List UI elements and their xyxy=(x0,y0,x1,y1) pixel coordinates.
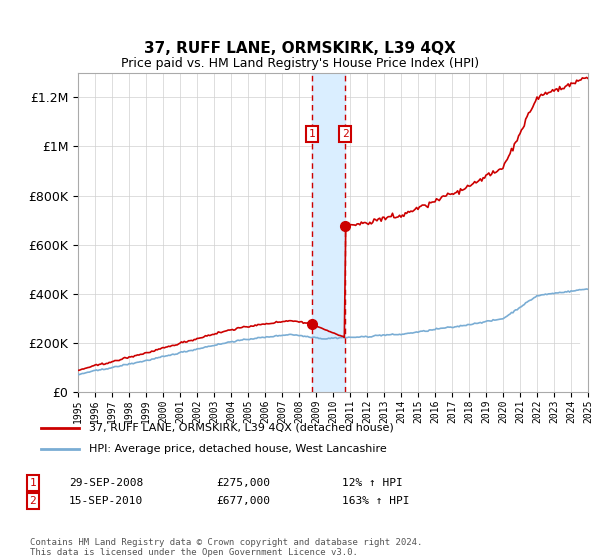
Text: 2: 2 xyxy=(29,496,37,506)
Text: £275,000: £275,000 xyxy=(216,478,270,488)
Text: 37, RUFF LANE, ORMSKIRK, L39 4QX (detached house): 37, RUFF LANE, ORMSKIRK, L39 4QX (detach… xyxy=(89,423,394,433)
Text: 29-SEP-2008: 29-SEP-2008 xyxy=(69,478,143,488)
Bar xyxy=(580,73,588,392)
Text: 12% ↑ HPI: 12% ↑ HPI xyxy=(342,478,403,488)
Text: Contains HM Land Registry data © Crown copyright and database right 2024.
This d: Contains HM Land Registry data © Crown c… xyxy=(30,538,422,557)
Text: Price paid vs. HM Land Registry's House Price Index (HPI): Price paid vs. HM Land Registry's House … xyxy=(121,57,479,70)
Text: £677,000: £677,000 xyxy=(216,496,270,506)
Text: 163% ↑ HPI: 163% ↑ HPI xyxy=(342,496,409,506)
Text: 1: 1 xyxy=(29,478,37,488)
Text: 2: 2 xyxy=(341,129,349,139)
Text: 1: 1 xyxy=(308,129,315,139)
Text: 37, RUFF LANE, ORMSKIRK, L39 4QX: 37, RUFF LANE, ORMSKIRK, L39 4QX xyxy=(144,41,456,56)
Bar xyxy=(312,73,345,392)
Text: HPI: Average price, detached house, West Lancashire: HPI: Average price, detached house, West… xyxy=(89,444,387,454)
Text: 15-SEP-2010: 15-SEP-2010 xyxy=(69,496,143,506)
